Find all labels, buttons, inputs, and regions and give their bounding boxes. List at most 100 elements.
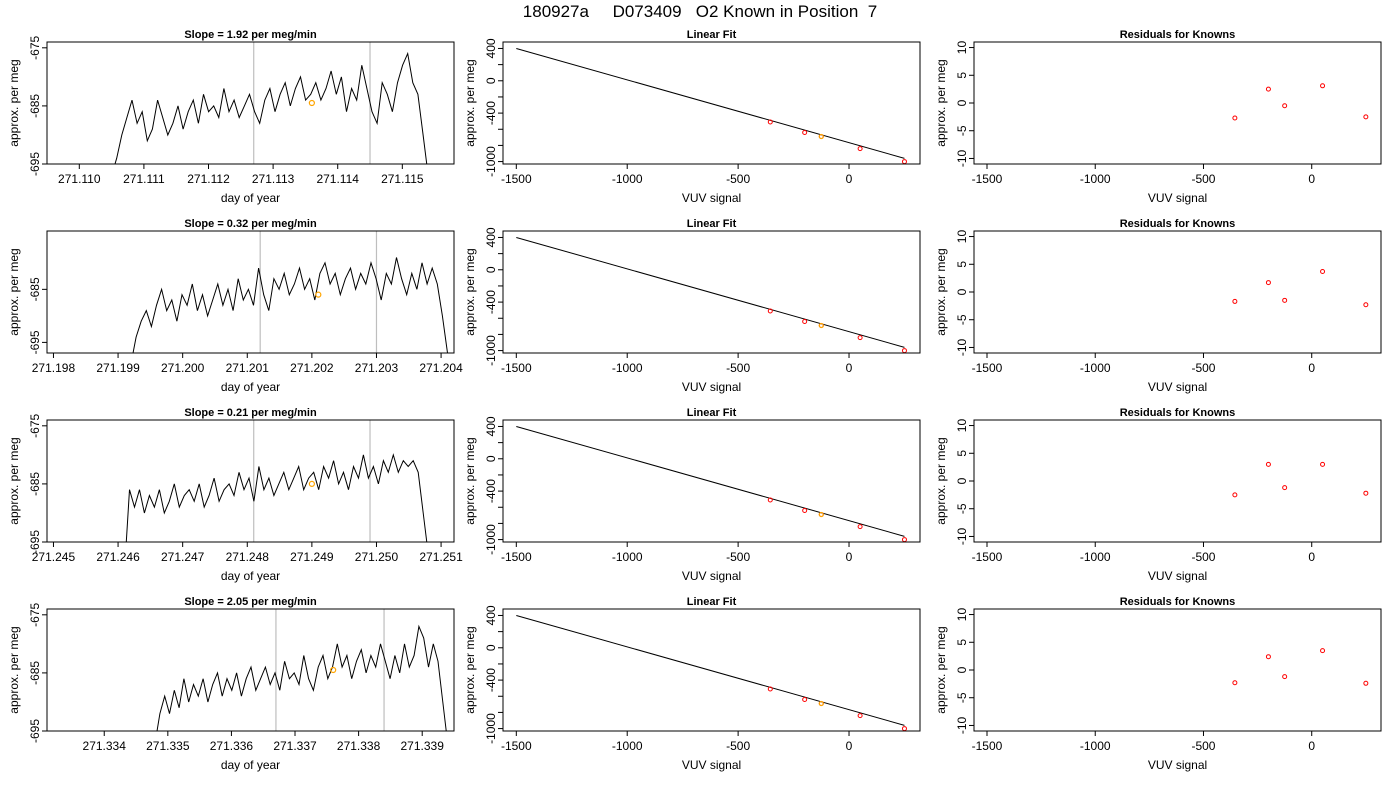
x-tick-label: -1000 <box>1080 550 1111 564</box>
x-tick-label: -500 <box>726 172 750 186</box>
x-tick-label: -1000 <box>612 172 643 186</box>
known-point <box>767 308 773 314</box>
x-axis-label: VUV signal <box>682 758 741 772</box>
x-axis-label: VUV signal <box>1148 758 1207 772</box>
y-axis-label: approx. per meg <box>463 248 477 335</box>
y-axis-label: approx. per meg <box>463 437 477 524</box>
x-tick-label: 271.114 <box>316 172 359 186</box>
residual-point <box>1320 268 1326 274</box>
y-tick-label: -675 <box>28 35 42 59</box>
orange-point <box>818 700 824 707</box>
x-tick-label: 271.336 <box>210 739 254 753</box>
y-tick-label: -5 <box>955 125 969 136</box>
x-tick-label: 271.335 <box>146 739 190 753</box>
known-point <box>802 696 808 702</box>
x-tick-label: -1000 <box>1080 739 1111 753</box>
y-tick-label: 0 <box>484 77 498 84</box>
fit-line <box>516 47 905 159</box>
y-tick-label: -5 <box>955 314 969 325</box>
x-axis-label: day of year <box>221 569 280 583</box>
x-tick-label: 0 <box>1308 739 1315 753</box>
known-point <box>767 119 773 125</box>
plot-frame <box>973 230 1382 354</box>
x-axis-label: day of year <box>221 191 280 205</box>
residual-point <box>1232 680 1238 686</box>
fit-line <box>516 236 905 348</box>
x-tick-label: -1500 <box>501 550 532 564</box>
y-tick-label: -10 <box>955 527 969 545</box>
x-tick-label: 271.202 <box>290 361 334 375</box>
y-tick-label: 0 <box>955 477 969 484</box>
x-tick-label: -500 <box>726 739 750 753</box>
x-tick-label: -1500 <box>972 361 1003 375</box>
x-tick-label: 271.250 <box>355 550 399 564</box>
x-tick-label: 271.200 <box>161 361 205 375</box>
y-tick-label: -685 <box>28 277 42 301</box>
y-tick-label: -10 <box>955 716 969 734</box>
x-tick-label: 0 <box>846 550 853 564</box>
x-tick-label: 271.246 <box>96 550 140 564</box>
y-tick-label: -685 <box>28 94 42 118</box>
x-tick-label: -1500 <box>501 739 532 753</box>
y-tick-label: 0 <box>484 266 498 273</box>
trace-line <box>132 257 448 353</box>
y-tick-label: -695 <box>28 530 42 554</box>
y-tick-label: -1000 <box>484 335 498 366</box>
x-tick-label: -500 <box>726 550 750 564</box>
x-tick-label: 271.339 <box>401 739 445 753</box>
x-tick-label: -1500 <box>972 739 1003 753</box>
known-point <box>901 537 907 543</box>
known-point <box>901 726 907 732</box>
panel-title: Residuals for Knowns <box>1120 218 1236 230</box>
residual-point <box>1265 654 1271 660</box>
plot-frame <box>502 41 921 165</box>
residual-point <box>1232 492 1238 498</box>
figure-title: 180927a D073409 O2 Known in Position 7 <box>522 2 878 21</box>
y-axis-label: approx. per meg <box>934 626 948 713</box>
x-tick-label: 271.251 <box>419 550 463 564</box>
panel-title: Slope = 2.05 per meg/min <box>184 596 317 608</box>
residual-point <box>1282 674 1288 680</box>
x-tick-label: 271.112 <box>187 172 230 186</box>
y-tick-label: 0 <box>955 99 969 106</box>
residual-point <box>1320 648 1326 654</box>
orange-marker <box>308 99 315 107</box>
residual-point <box>1363 114 1369 120</box>
y-tick-label: -675 <box>28 413 42 437</box>
y-tick-label: -695 <box>28 152 42 176</box>
y-tick-label: 10 <box>955 230 969 244</box>
x-axis-label: VUV signal <box>682 569 741 583</box>
panel-title: Slope = 0.32 per meg/min <box>184 218 317 230</box>
x-tick-label: -500 <box>1191 739 1215 753</box>
known-point <box>901 348 907 354</box>
x-tick-label: 0 <box>846 172 853 186</box>
y-tick-label: -10 <box>955 149 969 167</box>
y-tick-label: 400 <box>484 38 498 58</box>
y-tick-label: -10 <box>955 338 969 356</box>
x-tick-label: -1000 <box>612 739 643 753</box>
plot-frame <box>502 419 921 543</box>
residual-point <box>1232 298 1238 304</box>
residual-point <box>1320 83 1326 89</box>
x-tick-label: 0 <box>1308 550 1315 564</box>
panel-title: Linear Fit <box>687 29 737 41</box>
plot-frame <box>973 41 1382 165</box>
y-tick-label: -400 <box>484 668 498 692</box>
plot-frame <box>46 608 455 732</box>
fit-line <box>516 614 905 726</box>
y-axis-label: approx. per meg <box>934 248 948 335</box>
y-tick-label: 10 <box>955 419 969 433</box>
residual-point <box>1363 680 1369 686</box>
x-axis-label: day of year <box>221 758 280 772</box>
x-axis-label: day of year <box>221 380 280 394</box>
plot-frame <box>46 41 455 165</box>
known-point <box>857 146 863 152</box>
x-tick-label: 0 <box>846 739 853 753</box>
panel-title: Slope = 1.92 per meg/min <box>184 29 317 41</box>
y-tick-label: -400 <box>484 479 498 503</box>
panel-title: Residuals for Knowns <box>1120 29 1236 41</box>
x-tick-label: 271.245 <box>32 550 76 564</box>
x-tick-label: -500 <box>1191 550 1215 564</box>
known-point <box>802 318 808 324</box>
